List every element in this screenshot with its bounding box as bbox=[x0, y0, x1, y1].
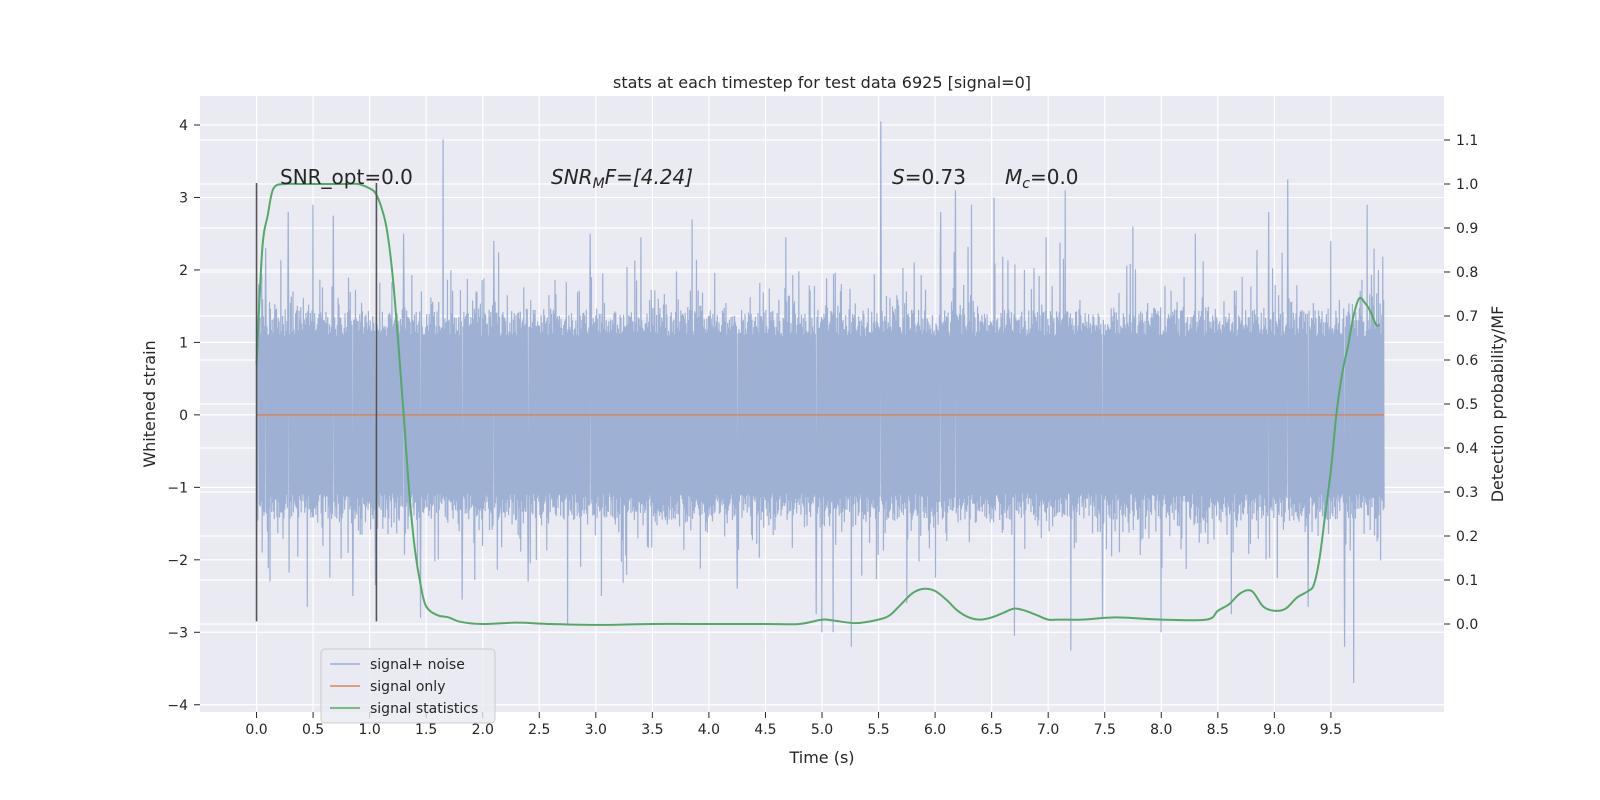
legend-label-signal-only: signal only bbox=[370, 679, 445, 695]
y2-axis-ticks: 1.1 1.0 0.9 0.8 0.7 0.6 0.5 0.4 0.3 0.2 0.1 0.0 bbox=[1444, 133, 1478, 633]
x-tick-label: 2.5 bbox=[528, 722, 550, 738]
y2-tick-label: 0.5 bbox=[1456, 397, 1478, 413]
x-tick-label: 7.0 bbox=[1037, 722, 1059, 738]
x-tick-label: 4.0 bbox=[698, 722, 720, 738]
y-axis-ticks: 4 3 2 1 0 −1 −2 −3 −4 bbox=[167, 118, 200, 714]
y-tick-label: −3 bbox=[167, 625, 188, 641]
x-tick-label: 7.5 bbox=[1094, 722, 1116, 738]
y-tick-label: −2 bbox=[167, 553, 188, 569]
snr-mf-subscript: M bbox=[593, 176, 605, 192]
chart-title: stats at each timestep for test data 692… bbox=[613, 73, 1031, 92]
y2-tick-label: 0.1 bbox=[1456, 573, 1478, 589]
annotation-s: S=0.73 bbox=[892, 165, 966, 189]
annotations: SNR_opt=0.0 SNRMF=[4.24] S=0.73 Mc=0.0 bbox=[280, 165, 1079, 192]
x-tick-label: 4.5 bbox=[754, 722, 776, 738]
x-tick-label: 1.5 bbox=[415, 722, 437, 738]
x-tick-label: 1.0 bbox=[359, 722, 381, 738]
y-tick-label: 4 bbox=[179, 118, 188, 134]
y2-tick-label: 1.1 bbox=[1456, 133, 1478, 149]
snr-mf-value: F=[4.24] bbox=[605, 165, 693, 189]
legend-box bbox=[320, 648, 496, 724]
y2-tick-label: 0.0 bbox=[1456, 617, 1478, 633]
mc-subscript: c bbox=[1022, 176, 1030, 192]
x-tick-label: 5.5 bbox=[867, 722, 889, 738]
y2-tick-label: 0.4 bbox=[1456, 441, 1478, 457]
y-axis-title: Whitened strain bbox=[140, 340, 159, 467]
x-tick-label: 0.5 bbox=[302, 722, 324, 738]
signal-statistics-line bbox=[255, 182, 1380, 626]
x-axis-title: Time (s) bbox=[788, 748, 854, 767]
y2-tick-label: 0.9 bbox=[1456, 221, 1478, 237]
y-tick-label: 1 bbox=[179, 335, 188, 351]
y2-tick-label: 0.6 bbox=[1456, 353, 1478, 369]
x-tick-label: 0.0 bbox=[245, 722, 267, 738]
y-tick-label: −1 bbox=[167, 480, 188, 496]
signal-noise-line bbox=[255, 121, 1385, 684]
x-tick-label: 6.0 bbox=[924, 722, 946, 738]
x-axis-ticks: 0.0 0.5 1.0 1.5 2.0 2.5 3.0 3.5 4.0 4.5 5.0 5.5 6.0 6… bbox=[245, 712, 1342, 738]
x-tick-label: 9.5 bbox=[1320, 722, 1342, 738]
y2-tick-label: 0.3 bbox=[1456, 485, 1478, 501]
y2-tick-label: 0.2 bbox=[1456, 529, 1478, 545]
legend-label-signal-noise: signal+ noise bbox=[370, 657, 465, 673]
y2-tick-label: 0.7 bbox=[1456, 309, 1478, 325]
x-tick-label: 9.0 bbox=[1263, 722, 1285, 738]
s-symbol: S bbox=[892, 165, 905, 189]
legend: signal+ noise signal only signal statist… bbox=[320, 648, 496, 724]
y2-axis-title: Detection probability/MF bbox=[1488, 306, 1507, 503]
y2-tick-label: 1.0 bbox=[1456, 177, 1478, 193]
x-tick-label: 3.5 bbox=[641, 722, 663, 738]
y2-tick-label: 0.8 bbox=[1456, 265, 1478, 281]
x-tick-label: 8.0 bbox=[1150, 722, 1172, 738]
y-tick-label: 0 bbox=[179, 408, 188, 424]
x-tick-label: 2.0 bbox=[472, 722, 494, 738]
mc-value: =0.0 bbox=[1030, 165, 1079, 189]
annotation-mc: Mc=0.0 bbox=[1005, 165, 1079, 192]
x-tick-label: 6.5 bbox=[981, 722, 1003, 738]
x-tick-label: 8.5 bbox=[1207, 722, 1229, 738]
window-markers bbox=[255, 182, 378, 622]
x-tick-label: 3.0 bbox=[585, 722, 607, 738]
y-tick-label: −4 bbox=[167, 698, 188, 714]
snr-mf-symbol: SNR bbox=[551, 165, 593, 189]
mc-symbol: M bbox=[1005, 165, 1022, 189]
x-tick-label: 5.0 bbox=[811, 722, 833, 738]
signal-noise-series bbox=[255, 121, 1385, 684]
annotation-snr-mf: SNRMF=[4.24] bbox=[551, 165, 693, 192]
y-tick-label: 3 bbox=[179, 190, 188, 206]
s-value: =0.73 bbox=[905, 165, 966, 189]
annotation-snr-opt: SNR_opt=0.0 bbox=[280, 165, 413, 189]
legend-label-signal-statistics: signal statistics bbox=[370, 701, 478, 717]
y-tick-label: 2 bbox=[179, 263, 188, 279]
signal-statistics-series bbox=[255, 182, 1380, 626]
